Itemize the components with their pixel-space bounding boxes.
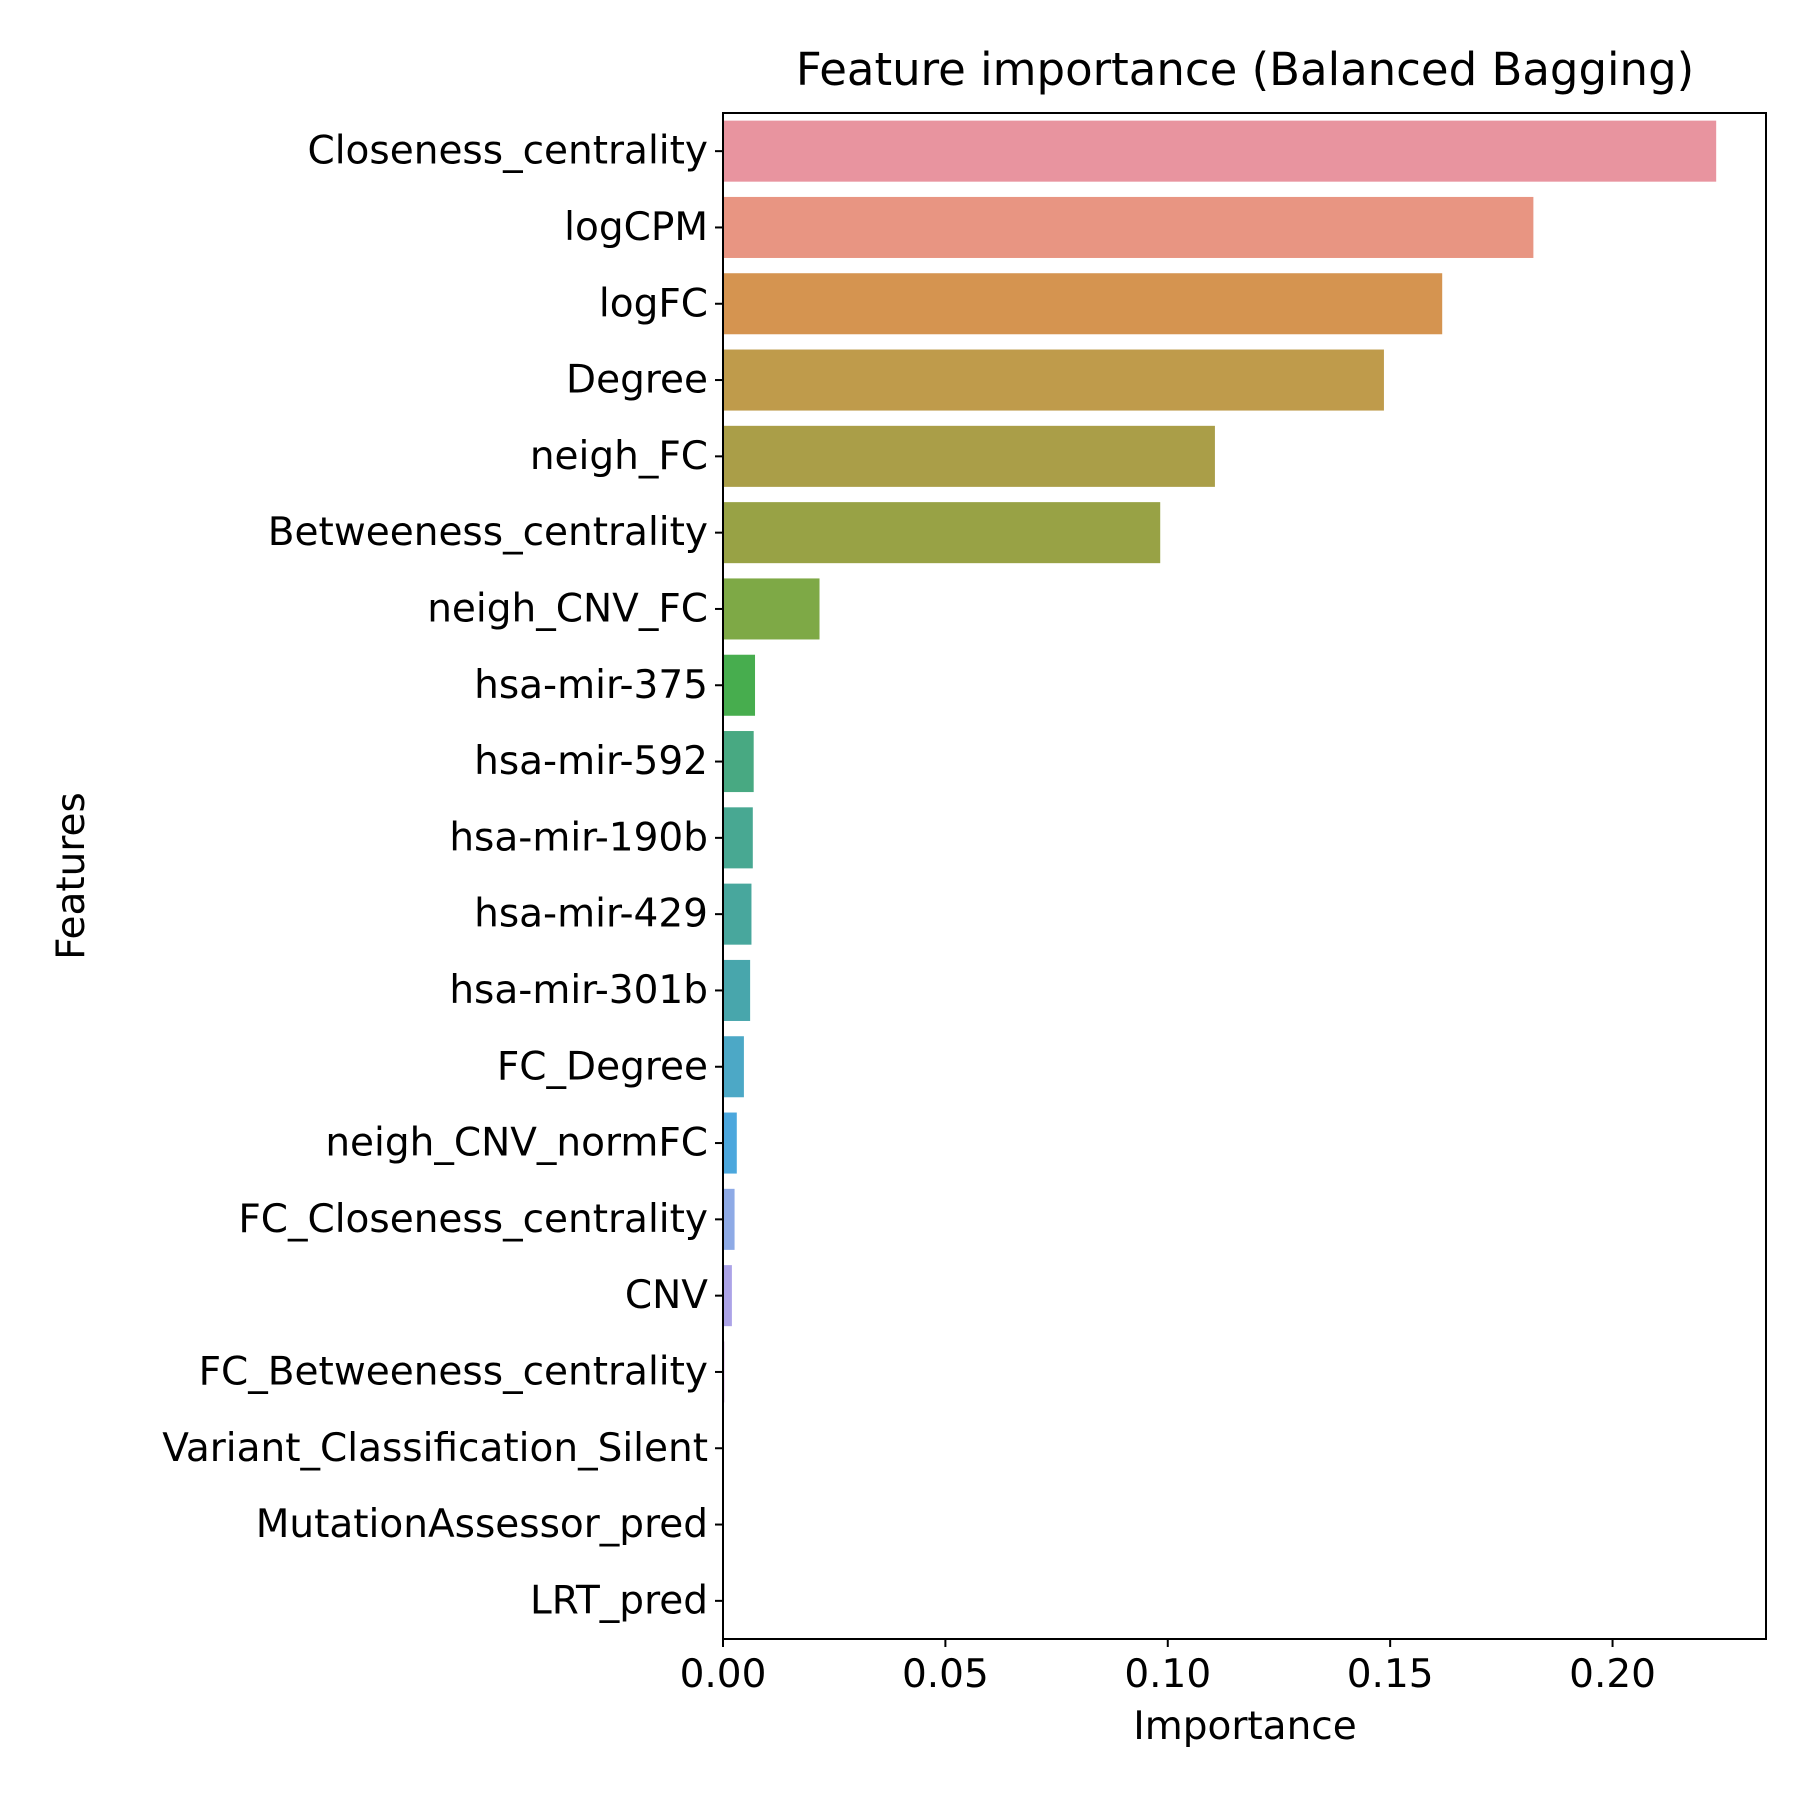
- y-tick-label: MutationAssessor_pred: [256, 1502, 708, 1547]
- bar-logCPM: [723, 196, 1534, 258]
- bar-Betweeness_centrality: [723, 502, 1161, 564]
- y-tick-label: hsa-mir-190b: [449, 815, 708, 860]
- bar-hsa-mir-190b: [723, 807, 753, 869]
- y-tick-label: Degree: [566, 358, 708, 403]
- plot-frame: [722, 112, 1767, 1640]
- x-axis-ticks: 0.00 0.05 0.10 0.15 0.20: [680, 1639, 1656, 1697]
- y-tick-label: Closeness_centrality: [307, 129, 708, 174]
- bar-neigh_FC: [723, 425, 1215, 487]
- x-axis-label: Importance: [1133, 1704, 1357, 1749]
- bar-neigh_CNV_FC: [723, 578, 820, 640]
- y-tick-label: LRT_pred: [530, 1578, 708, 1623]
- bar-Closeness_centrality: [723, 120, 1717, 182]
- bar-logFC: [723, 273, 1443, 335]
- bar-Degree: [723, 349, 1384, 411]
- bar-CNV: [723, 1265, 732, 1327]
- y-tick-label: Variant_Classification_Silent: [162, 1426, 708, 1471]
- y-tick-label: FC_Betweeness_centrality: [199, 1349, 708, 1394]
- y-tick-label: hsa-mir-592: [474, 739, 708, 784]
- y-tick-label: neigh_CNV_normFC: [325, 1121, 708, 1166]
- bar-hsa-mir-301b: [723, 959, 751, 1021]
- y-axis-ticks: Closeness_centrality logCPM logFC Degree nei…: [162, 129, 723, 1623]
- x-tick-label: 0.15: [1347, 1652, 1434, 1697]
- y-tick-label: CNV: [625, 1273, 708, 1318]
- y-tick-label: hsa-mir-375: [474, 663, 708, 708]
- y-tick-label: neigh_FC: [530, 434, 708, 479]
- bar-FC_Degree: [723, 1036, 744, 1098]
- y-tick-label: neigh_CNV_FC: [427, 586, 708, 631]
- x-tick-label: 0.10: [1124, 1652, 1211, 1697]
- bar-hsa-mir-429: [723, 883, 752, 945]
- y-tick-label: Betweeness_centrality: [268, 510, 708, 555]
- y-tick-label: hsa-mir-429: [474, 892, 708, 937]
- y-tick-label: logFC: [599, 281, 708, 326]
- bar-FC_Closeness_centrality: [723, 1188, 735, 1250]
- bar-hsa-mir-592: [723, 731, 754, 793]
- y-tick-label: FC_Degree: [497, 1044, 708, 1089]
- y-tick-label: FC_Closeness_centrality: [238, 1197, 708, 1242]
- bar-neigh_CNV_normFC: [723, 1112, 737, 1174]
- x-tick-label: 0.20: [1569, 1652, 1656, 1697]
- chart-title: Feature importance (Balanced Bagging): [796, 43, 1694, 96]
- bars-layer: [723, 120, 1717, 1479]
- x-tick-label: 0.05: [902, 1652, 989, 1697]
- y-tick-label: hsa-mir-301b: [449, 968, 708, 1013]
- bar-hsa-mir-375: [723, 654, 756, 716]
- y-tick-label: logCPM: [564, 205, 708, 250]
- x-tick-label: 0.00: [680, 1652, 767, 1697]
- y-axis-label: Features: [49, 792, 94, 960]
